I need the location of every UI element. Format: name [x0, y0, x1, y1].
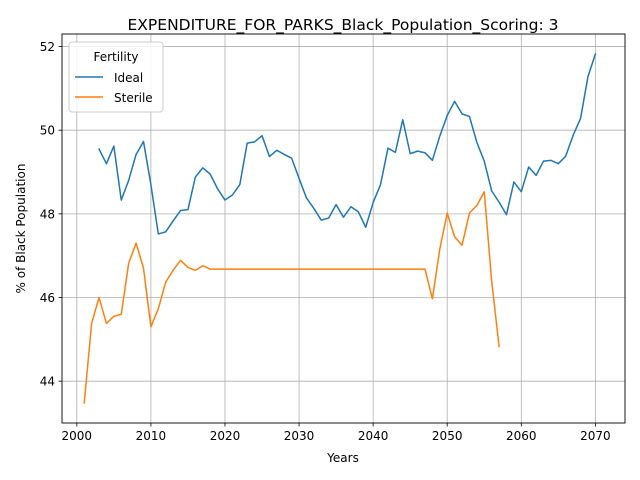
x-tick-label: 2020: [210, 429, 241, 443]
x-tick-label: 2070: [580, 429, 611, 443]
y-tick-label: 46: [40, 291, 55, 305]
legend-label-sterile: Sterile: [114, 91, 153, 105]
chart-title: EXPENDITURE_FOR_PARKS_Black_Population_S…: [128, 16, 559, 35]
y-tick-label: 44: [40, 375, 55, 389]
x-axis-label: Years: [326, 451, 359, 465]
legend-title: Fertility: [93, 50, 138, 64]
x-tick-label: 2060: [506, 429, 537, 443]
x-tick-label: 2000: [62, 429, 93, 443]
x-tick-label: 2050: [432, 429, 463, 443]
y-axis-label: % of Black Population: [14, 164, 28, 294]
legend: Fertility Ideal Sterile: [69, 42, 163, 112]
legend-label-ideal: Ideal: [114, 71, 143, 85]
y-tick-label: 50: [40, 124, 55, 138]
y-tick-label: 48: [40, 207, 55, 221]
x-tick-label: 2010: [136, 429, 167, 443]
y-tick-label: 52: [40, 40, 55, 54]
x-tick-label: 2030: [284, 429, 315, 443]
x-tick-label: 2040: [358, 429, 389, 443]
